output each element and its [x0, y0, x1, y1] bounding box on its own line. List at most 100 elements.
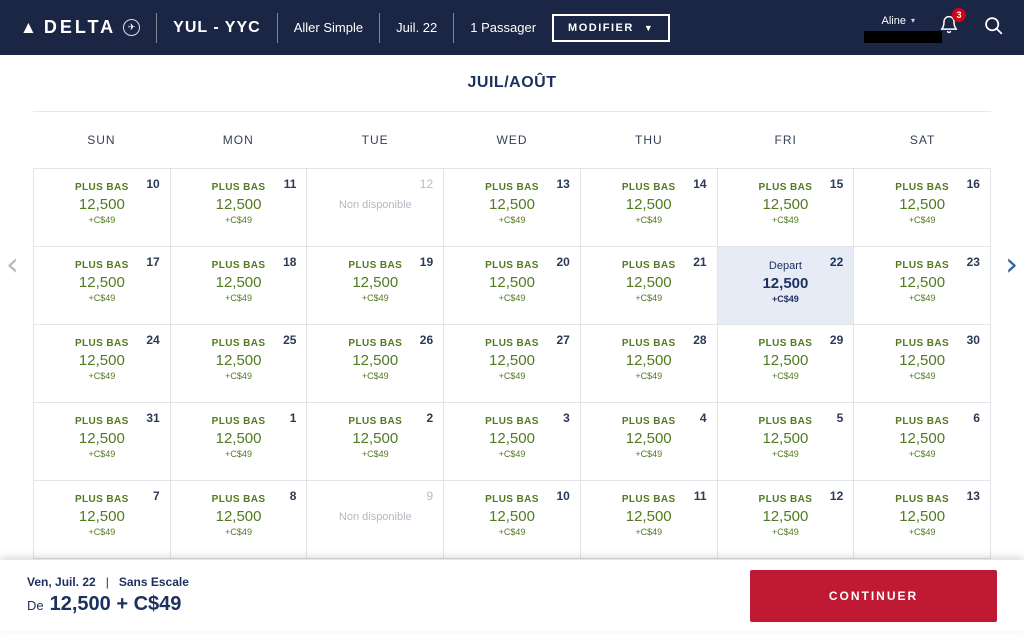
tax-amount: +C$49	[772, 449, 799, 459]
calendar-cell-week2-day-19[interactable]: 19 PLUS BAS 12,500 +C$49	[307, 247, 445, 325]
calendar-cell-week5-day-11[interactable]: 11 PLUS BAS 12,500 +C$49	[580, 481, 718, 559]
tax-amount: +C$49	[498, 293, 526, 303]
tax-amount: +C$49	[635, 215, 663, 225]
miles-price: 12,500	[762, 196, 809, 213]
fare-class-label: PLUS BAS	[211, 416, 266, 427]
day-number: 5	[836, 411, 844, 425]
calendar-cell-week4-day-5[interactable]: 5 PLUS BAS 12,500 +C$49	[717, 403, 855, 481]
calendar-cell-week4-day-2[interactable]: 2 PLUS BAS 12,500 +C$49	[307, 403, 445, 481]
tax-amount: +C$49	[635, 371, 663, 381]
notifications-button[interactable]: 3	[939, 8, 966, 41]
selection-summary: Ven, Juil. 22 | Sans Escale De 12,500 + …	[27, 575, 189, 616]
calendar-cell-week1-day-14[interactable]: 14 PLUS BAS 12,500 +C$49	[580, 169, 718, 247]
fare-class-label: PLUS BAS	[74, 182, 129, 193]
day-number: 14	[693, 177, 707, 191]
unavailable-label: Non disponible	[338, 199, 412, 211]
prev-month-chevron[interactable]: ‹	[6, 245, 19, 283]
tax-amount: +C$49	[635, 449, 663, 459]
day-number: 1	[289, 411, 297, 425]
calendar-cell-week5-day-13[interactable]: 13 PLUS BAS 12,500 +C$49	[854, 481, 991, 559]
selected-price: 12,500 + C$49	[49, 593, 182, 615]
price-prefix: De	[27, 598, 44, 613]
user-caret-icon: ▾	[910, 16, 915, 25]
continue-button[interactable]: CONTINUER	[750, 569, 997, 622]
miles-price: 12,500	[489, 430, 535, 447]
calendar-cell-week1-day-11[interactable]: 11 PLUS BAS 12,500 +C$49	[170, 169, 308, 247]
calendar-cell-week4-day-3[interactable]: 3 PLUS BAS 12,500 +C$49	[444, 403, 581, 481]
calendar-cell-week3-day-27[interactable]: 27 PLUS BAS 12,500 +C$49	[444, 325, 581, 403]
calendar-cell-week1-day-15[interactable]: 15 PLUS BAS 12,500 +C$49	[717, 169, 855, 247]
calendar-cell-week3-day-29[interactable]: 29 PLUS BAS 12,500 +C$49	[717, 325, 855, 403]
calendar-cell-week3-day-26[interactable]: 26 PLUS BAS 12,500 +C$49	[307, 325, 445, 403]
day-number: 26	[419, 333, 434, 347]
day-header-sun: SUN	[87, 133, 116, 147]
fare-class-label: PLUS BAS	[348, 338, 403, 349]
fare-class-label: PLUS BAS	[895, 182, 950, 193]
calendar-cell-week2-day-21[interactable]: 21 PLUS BAS 12,500 +C$49	[580, 247, 718, 325]
date-label: Juil. 22	[396, 20, 438, 35]
day-number: 10	[556, 489, 570, 503]
calendar-cell-week2-day-18[interactable]: 18 PLUS BAS 12,500 +C$49	[170, 247, 308, 325]
calendar-cell-week5-day-10[interactable]: 10 PLUS BAS 12,500 +C$49	[444, 481, 581, 559]
fare-class-label: PLUS BAS	[485, 338, 539, 349]
calendar-cell-week1-day-16[interactable]: 16 PLUS BAS 12,500 +C$49	[854, 169, 991, 247]
day-number: 3	[563, 411, 570, 425]
miles-price: 12,500	[215, 430, 262, 447]
fare-class-label: PLUS BAS	[758, 494, 813, 505]
calendar-cell-week2-day-22[interactable]: 22 Depart 12,500 +C$49	[717, 247, 855, 325]
next-month-chevron[interactable]: ›	[1005, 245, 1018, 283]
stop-info-label: Sans Escale	[118, 575, 189, 589]
day-number: 11	[693, 489, 707, 503]
calendar-cell-week4-day-6[interactable]: 6 PLUS BAS 12,500 +C$49	[854, 403, 991, 481]
tax-amount: +C$49	[908, 371, 936, 381]
day-number: 30	[966, 333, 980, 347]
calendar-cell-week1-day-13[interactable]: 13 PLUS BAS 12,500 +C$49	[444, 169, 581, 247]
calendar-cell-week1-day-10[interactable]: 10 PLUS BAS 12,500 +C$49	[34, 169, 171, 247]
fare-class-label: PLUS BAS	[621, 338, 676, 349]
miles-price: 12,500	[78, 508, 125, 525]
calendar-cell-week5-day-8[interactable]: 8 PLUS BAS 12,500 +C$49	[170, 481, 308, 559]
fare-calendar: JUIL/AOÛT SUN MON TUE WED THU FRI SAT 10 PLUS B…	[33, 55, 991, 559]
user-menu[interactable]: Aline ▾	[863, 15, 942, 43]
separator: |	[105, 575, 109, 589]
bell-icon	[939, 14, 959, 41]
calendar-cell-week4-day-1[interactable]: 1 PLUS BAS 12,500 +C$49	[170, 403, 308, 481]
calendar-cell-week5-day-7[interactable]: 7 PLUS BAS 12,500 +C$49	[34, 481, 171, 559]
modify-button[interactable]: MODIFIER ▼	[552, 13, 671, 42]
day-number: 22	[829, 255, 844, 269]
calendar-cell-week2-day-23[interactable]: 23 PLUS BAS 12,500 +C$49	[854, 247, 991, 325]
calendar-cell-week3-day-24[interactable]: 24 PLUS BAS 12,500 +C$49	[34, 325, 171, 403]
calendar-cell-week4-day-4[interactable]: 4 PLUS BAS 12,500 +C$49	[580, 403, 718, 481]
day-number: 12	[829, 489, 844, 503]
miles-price: 12,500	[899, 430, 946, 447]
calendar-cell-week3-day-30[interactable]: 30 PLUS BAS 12,500 +C$49	[854, 325, 991, 403]
miles-price: 12,500	[899, 274, 946, 291]
calendar-cell-week4-day-31[interactable]: 31 PLUS BAS 12,500 +C$49	[34, 403, 171, 481]
calendar-cell-week2-day-20[interactable]: 20 PLUS BAS 12,500 +C$49	[444, 247, 581, 325]
calendar-cell-week5-day-12[interactable]: 12 PLUS BAS 12,500 +C$49	[717, 481, 855, 559]
day-headers: SUN MON TUE WED THU FRI SAT	[33, 112, 991, 168]
calendar-cell-week3-day-25[interactable]: 25 PLUS BAS 12,500 +C$49	[170, 325, 308, 403]
fare-class-label: PLUS BAS	[74, 338, 129, 349]
fare-class-label: PLUS BAS	[74, 416, 129, 427]
miles-price: 12,500	[899, 196, 946, 213]
miles-price: 12,500	[762, 275, 809, 292]
fare-class-label: PLUS BAS	[895, 416, 950, 427]
tax-amount: +C$49	[635, 527, 663, 537]
search-button[interactable]	[983, 15, 1004, 41]
calendar-cell-week2-day-17[interactable]: 17 PLUS BAS 12,500 +C$49	[34, 247, 171, 325]
delta-logo[interactable]: ▲ DELTA ✈	[20, 17, 141, 38]
day-number: 4	[699, 411, 707, 425]
day-number: 12	[419, 177, 434, 191]
miles-price: 12,500	[489, 196, 535, 213]
day-number: 29	[829, 333, 844, 347]
miles-price: 12,500	[78, 274, 125, 291]
fare-class-label: PLUS BAS	[485, 182, 539, 193]
day-number: 31	[146, 411, 160, 425]
miles-price: 12,500	[762, 508, 809, 525]
calendar-cell-week3-day-28[interactable]: 28 PLUS BAS 12,500 +C$49	[580, 325, 718, 403]
tax-amount: +C$49	[908, 449, 936, 459]
miles-price: 12,500	[78, 430, 125, 447]
tax-amount: +C$49	[88, 371, 116, 381]
day-number: 20	[556, 255, 570, 269]
